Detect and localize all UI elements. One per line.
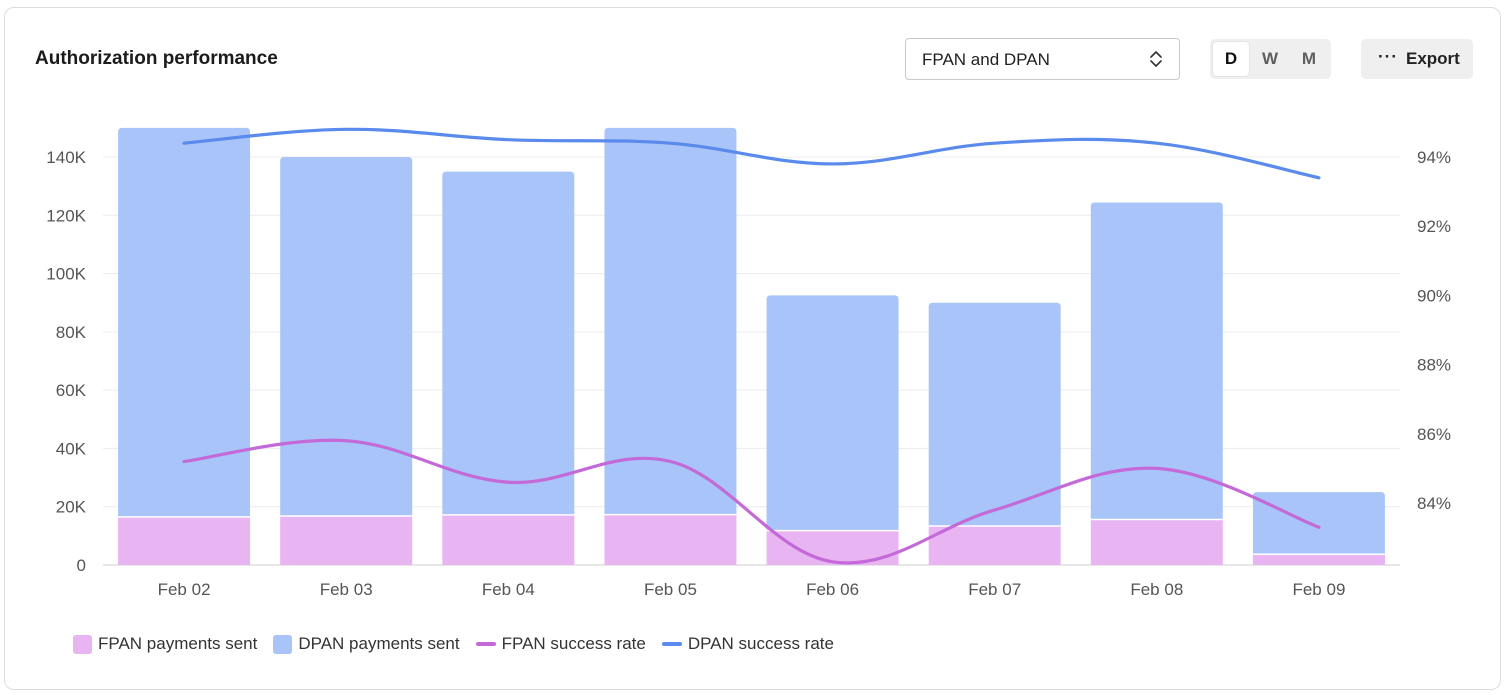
fpan-bar	[604, 514, 737, 565]
x-tick-label: Feb 09	[1292, 580, 1345, 599]
y-right-tick-label: 90%	[1417, 286, 1451, 305]
dpan-bar	[442, 171, 575, 515]
y-left-tick-label: 60K	[56, 381, 87, 400]
dpan-bar	[280, 157, 413, 517]
pan-type-select-value: FPAN and DPAN	[922, 50, 1050, 69]
dpan-bar	[1252, 492, 1385, 555]
y-right-tick-label: 92%	[1417, 217, 1451, 236]
dpan-bar	[1090, 202, 1223, 520]
y-left-tick-label: 20K	[56, 498, 87, 517]
chart-title: Authorization performance	[35, 48, 278, 69]
y-right-tick-label: 94%	[1417, 148, 1451, 167]
export-button-label: Export	[1406, 49, 1460, 68]
more-dots-icon: ···	[1378, 47, 1398, 66]
dpan-bar	[604, 127, 737, 515]
period-day-button[interactable]: D	[1213, 42, 1249, 76]
legend-item[interactable]: DPAN success rate	[661, 634, 834, 654]
x-tick-label: Feb 08	[1130, 580, 1183, 599]
y-left-tick-label: 140K	[46, 148, 86, 167]
period-week-button[interactable]: W	[1261, 49, 1279, 68]
legend-line-marker	[661, 642, 682, 646]
y-left-tick-label: 100K	[46, 265, 86, 284]
fpan-success-rate-line	[182, 438, 1321, 565]
x-tick-label: Feb 05	[644, 580, 697, 599]
chart-card	[4, 7, 1501, 690]
y-right-tick-label: 86%	[1417, 425, 1451, 444]
fpan-bar	[442, 514, 575, 565]
chevron-up-down-icon	[1150, 51, 1162, 67]
legend-label: FPAN payments sent	[98, 634, 258, 653]
legend-item[interactable]: DPAN payments sent	[273, 634, 460, 654]
legend-item[interactable]: FPAN payments sent	[73, 634, 257, 654]
y-right-tick-label: 88%	[1417, 356, 1451, 375]
dpan-bar	[766, 295, 899, 531]
fpan-bar	[1252, 554, 1385, 565]
y-left-tick-label: 120K	[46, 206, 86, 225]
x-tick-label: Feb 06	[806, 580, 859, 599]
dpan-success-rate-line	[182, 127, 1321, 180]
legend-line-marker	[475, 642, 496, 646]
fpan-bar	[280, 516, 413, 565]
y-right-tick-label: 84%	[1417, 494, 1451, 513]
pan-type-select[interactable]: FPAN and DPAN	[905, 38, 1180, 80]
dpan-bar	[118, 127, 251, 517]
period-toggle: D W M	[1210, 39, 1331, 79]
y-left-tick-label: 0	[77, 556, 86, 575]
legend-swatch	[273, 634, 293, 654]
y-left-tick-label: 40K	[56, 439, 87, 458]
x-tick-label: Feb 04	[482, 580, 535, 599]
chart-legend: FPAN payments sent DPAN payments sent FPAN…	[73, 634, 850, 654]
export-button[interactable]: ··· Export	[1361, 39, 1473, 79]
fpan-bar	[118, 516, 251, 565]
x-tick-label: Feb 02	[158, 580, 211, 599]
dpan-bar	[928, 302, 1061, 526]
fpan-bar	[1090, 519, 1223, 565]
x-tick-label: Feb 07	[968, 580, 1021, 599]
legend-label: DPAN success rate	[687, 634, 834, 653]
x-tick-label: Feb 03	[320, 580, 373, 599]
legend-label: FPAN success rate	[501, 634, 646, 653]
fpan-bar	[928, 525, 1061, 565]
y-left-tick-label: 80K	[56, 323, 87, 342]
period-month-button[interactable]: M	[1301, 49, 1317, 68]
legend-item[interactable]: FPAN success rate	[475, 634, 646, 654]
legend-swatch	[73, 634, 92, 654]
legend-label: DPAN payments sent	[298, 634, 460, 653]
